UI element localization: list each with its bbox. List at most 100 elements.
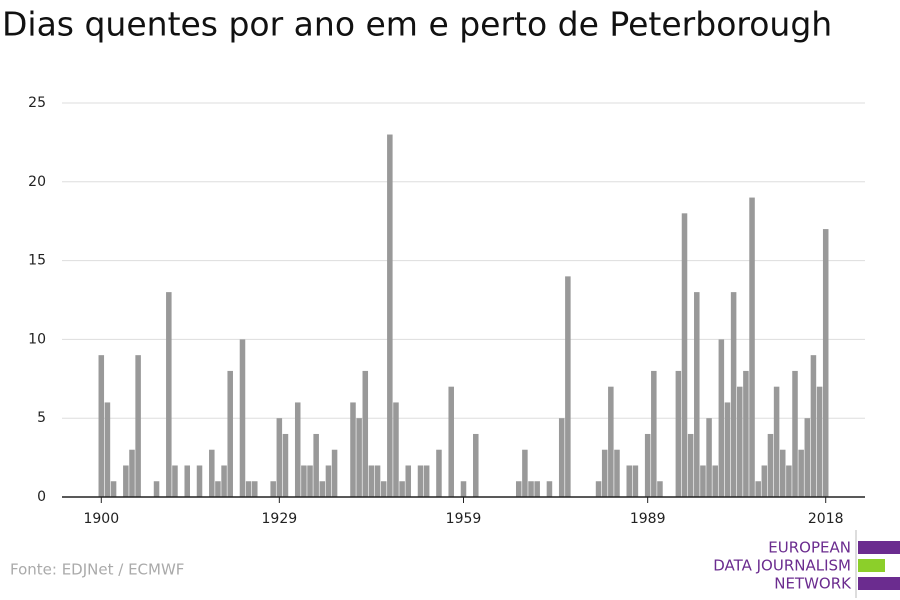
source: Fonte: EDJNet / ECMWF bbox=[10, 561, 184, 579]
bar bbox=[798, 449, 804, 497]
bar bbox=[294, 402, 301, 497]
y-tick-label: 10 bbox=[28, 331, 46, 347]
bar bbox=[632, 465, 639, 497]
chart-title: Dias quentes por ano em e perto de Peter… bbox=[2, 5, 832, 44]
bar bbox=[325, 465, 332, 497]
bar bbox=[399, 481, 405, 497]
bar bbox=[700, 465, 706, 497]
bar bbox=[245, 481, 252, 497]
bar bbox=[350, 402, 356, 497]
logo-bar bbox=[858, 559, 885, 572]
bar bbox=[522, 449, 528, 497]
bar bbox=[135, 355, 141, 497]
bar bbox=[626, 465, 633, 497]
bar bbox=[196, 465, 203, 497]
bar bbox=[749, 197, 755, 497]
bar bbox=[528, 481, 534, 497]
y-tick-label: 25 bbox=[28, 95, 46, 111]
bar bbox=[816, 386, 823, 497]
bar bbox=[423, 465, 430, 497]
bar bbox=[743, 370, 749, 497]
logo-text: NETWORK bbox=[774, 575, 852, 593]
bar bbox=[792, 370, 798, 497]
bar bbox=[172, 465, 178, 497]
bar bbox=[270, 481, 276, 497]
bar bbox=[319, 481, 326, 497]
x-tick-label: 1900 bbox=[83, 511, 119, 527]
bar bbox=[307, 465, 313, 497]
bar bbox=[712, 465, 718, 497]
bar bbox=[773, 386, 780, 497]
bar bbox=[374, 465, 381, 497]
y-tick-label: 0 bbox=[37, 489, 46, 505]
bar bbox=[546, 481, 553, 497]
logo: EUROPEAN DATA JOURNALISM NETWORK bbox=[713, 530, 900, 598]
bar bbox=[473, 433, 479, 497]
bar bbox=[767, 433, 774, 497]
bar bbox=[657, 481, 663, 497]
bar bbox=[98, 355, 105, 497]
bar bbox=[252, 481, 258, 497]
bar bbox=[736, 386, 743, 497]
bar bbox=[405, 465, 412, 497]
bar bbox=[387, 134, 393, 497]
bar bbox=[687, 433, 694, 497]
bar bbox=[184, 465, 191, 497]
bar bbox=[601, 449, 608, 497]
bar bbox=[227, 370, 233, 497]
bar bbox=[276, 418, 283, 497]
bar bbox=[651, 370, 657, 497]
x-tick-label: 1929 bbox=[262, 511, 298, 527]
bar bbox=[644, 433, 651, 497]
bar bbox=[282, 433, 289, 497]
bar bbox=[221, 465, 227, 497]
bar bbox=[129, 449, 135, 497]
y-tick-label: 5 bbox=[37, 410, 46, 426]
x-tick-label: 1959 bbox=[446, 511, 482, 527]
bar bbox=[614, 449, 620, 497]
bar bbox=[810, 355, 817, 497]
bar bbox=[694, 292, 700, 497]
x-tick-label: 2018 bbox=[808, 511, 844, 527]
bar bbox=[779, 449, 786, 497]
bar bbox=[718, 339, 725, 497]
bar bbox=[393, 402, 399, 497]
bar bbox=[558, 418, 565, 497]
bar bbox=[515, 481, 522, 497]
y-tick-label: 15 bbox=[28, 253, 46, 269]
y-tick-label: 20 bbox=[28, 174, 46, 190]
bar bbox=[786, 465, 792, 497]
bar bbox=[730, 292, 737, 497]
logo-text: DATA JOURNALISM bbox=[713, 557, 851, 575]
bar bbox=[724, 402, 731, 497]
x-tick-label: 1989 bbox=[630, 511, 666, 527]
bar bbox=[706, 418, 712, 497]
logo-bar bbox=[858, 541, 900, 554]
bar bbox=[417, 465, 424, 497]
bar bbox=[761, 465, 768, 497]
bar bbox=[368, 465, 375, 497]
bar bbox=[166, 292, 172, 497]
bar bbox=[436, 449, 442, 497]
bar bbox=[356, 418, 362, 497]
bar bbox=[675, 370, 682, 497]
bar bbox=[313, 433, 319, 497]
bar bbox=[822, 229, 829, 497]
bar bbox=[110, 481, 117, 497]
bar bbox=[804, 418, 811, 497]
bar bbox=[104, 402, 111, 497]
bar bbox=[331, 449, 338, 497]
bar bbox=[595, 481, 602, 497]
bar bbox=[681, 213, 688, 497]
bar bbox=[215, 481, 221, 497]
bar bbox=[123, 465, 129, 497]
bar bbox=[608, 386, 614, 497]
bar bbox=[755, 481, 761, 497]
bar bbox=[239, 339, 246, 497]
logo-bar bbox=[858, 577, 900, 590]
bar bbox=[534, 481, 540, 497]
bar bbox=[362, 370, 369, 497]
logo-text: EUROPEAN bbox=[768, 539, 851, 557]
bar bbox=[565, 276, 571, 497]
